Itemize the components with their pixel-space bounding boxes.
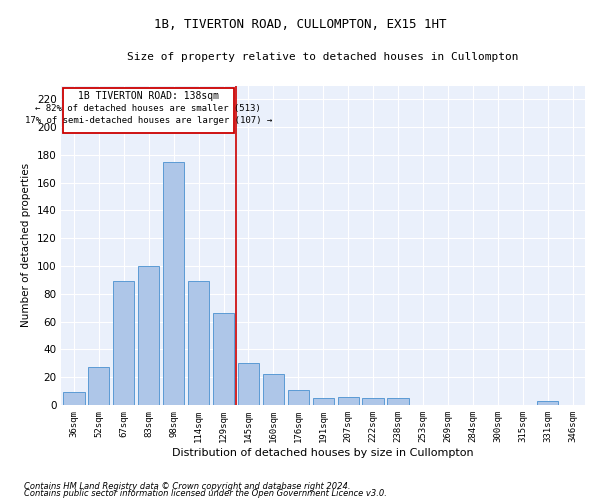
Bar — [138, 266, 160, 405]
Text: 17% of semi-detached houses are larger (107) →: 17% of semi-detached houses are larger (… — [25, 116, 272, 125]
X-axis label: Distribution of detached houses by size in Cullompton: Distribution of detached houses by size … — [172, 448, 474, 458]
Bar — [338, 396, 359, 405]
Text: 1B TIVERTON ROAD: 138sqm: 1B TIVERTON ROAD: 138sqm — [78, 91, 219, 101]
Bar — [63, 88, 234, 132]
Bar — [213, 313, 234, 405]
Title: Size of property relative to detached houses in Cullompton: Size of property relative to detached ho… — [127, 52, 519, 62]
Bar — [288, 390, 309, 405]
Bar — [537, 400, 558, 405]
Text: ← 82% of detached houses are smaller (513): ← 82% of detached houses are smaller (51… — [35, 104, 261, 112]
Text: Contains HM Land Registry data © Crown copyright and database right 2024.: Contains HM Land Registry data © Crown c… — [24, 482, 350, 491]
Bar — [88, 368, 109, 405]
Y-axis label: Number of detached properties: Number of detached properties — [21, 163, 31, 327]
Bar — [113, 282, 134, 405]
Text: 1B, TIVERTON ROAD, CULLOMPTON, EX15 1HT: 1B, TIVERTON ROAD, CULLOMPTON, EX15 1HT — [154, 18, 446, 30]
Bar — [362, 398, 383, 405]
Bar — [263, 374, 284, 405]
Bar — [388, 398, 409, 405]
Bar — [64, 392, 85, 405]
Bar — [313, 398, 334, 405]
Bar — [163, 162, 184, 405]
Bar — [238, 363, 259, 405]
Bar — [188, 282, 209, 405]
Text: Contains public sector information licensed under the Open Government Licence v3: Contains public sector information licen… — [24, 489, 387, 498]
